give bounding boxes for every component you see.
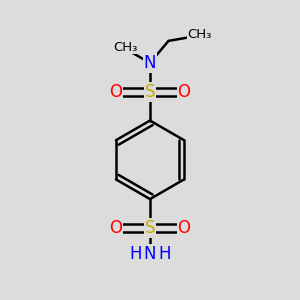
Text: N: N [144, 245, 156, 263]
Text: O: O [110, 83, 122, 101]
Text: CH₃: CH₃ [113, 41, 137, 54]
Text: N: N [144, 54, 156, 72]
Text: O: O [178, 83, 190, 101]
Text: S: S [145, 83, 155, 101]
Text: S: S [145, 219, 155, 237]
Text: H: H [129, 245, 142, 263]
Text: O: O [178, 219, 190, 237]
Text: CH₃: CH₃ [187, 28, 212, 41]
Text: H: H [158, 245, 171, 263]
Text: O: O [110, 219, 122, 237]
